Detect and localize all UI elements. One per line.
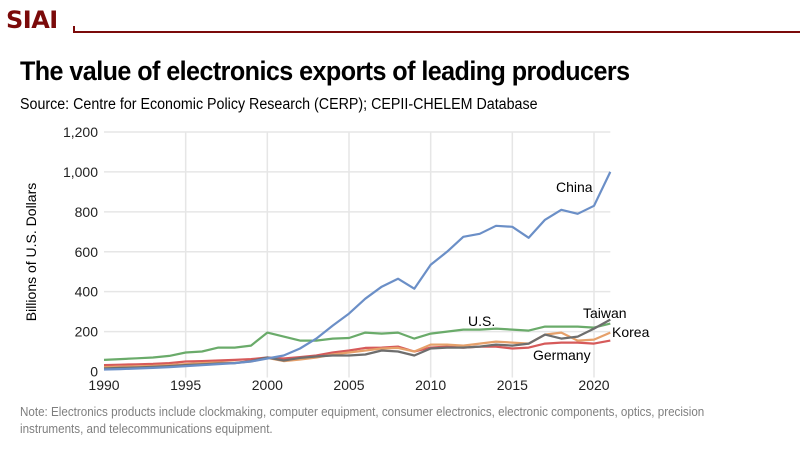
x-tick-label: 2000 (252, 377, 283, 393)
y-tick-label: 0 (90, 364, 98, 380)
series-label-korea: Korea (612, 324, 650, 340)
series-label-china: China (556, 179, 593, 195)
header-rule (74, 31, 800, 33)
x-tick-label: 1995 (170, 377, 201, 393)
y-axis-ticks: 0 200 400 600 800 1,000 1,200 (63, 124, 98, 380)
series-line-germany (103, 339, 611, 367)
source-line: Source: Centre for Economic Policy Resea… (20, 96, 538, 113)
series-lines (103, 171, 612, 371)
series-label-germany: Germany (533, 347, 591, 363)
series-line-us (103, 322, 611, 361)
y-tick-label: 400 (75, 284, 99, 300)
x-axis-ticks: 1990 1995 2000 2005 2010 2015 2020 (88, 377, 609, 393)
y-tick-label: 200 (75, 324, 99, 340)
series-line-china (103, 171, 612, 371)
x-tick-label: 1990 (88, 377, 119, 393)
x-tick-label: 2015 (497, 377, 528, 393)
page-title: The value of electronics exports of lead… (20, 56, 630, 86)
grid-lines (104, 131, 611, 378)
y-tick-label: 600 (75, 244, 99, 260)
x-tick-label: 2020 (578, 377, 609, 393)
y-tick-label: 800 (75, 204, 99, 220)
y-tick-label: 1,200 (63, 124, 98, 140)
series-label-us: U.S. (468, 313, 495, 329)
x-tick-label: 2010 (415, 377, 446, 393)
y-axis-label: Billions of U.S. Dollars (23, 183, 39, 322)
footnote: Note: Electronics products include clock… (20, 405, 705, 436)
x-tick-label: 2005 (333, 377, 364, 393)
series-label-taiwan: Taiwan (583, 305, 627, 321)
series-labels: China U.S. Taiwan Korea Germany (468, 179, 650, 363)
y-tick-label: 1,000 (63, 164, 98, 180)
logo-rule-tick (73, 26, 75, 33)
siai-logo: SIAI (6, 6, 58, 34)
